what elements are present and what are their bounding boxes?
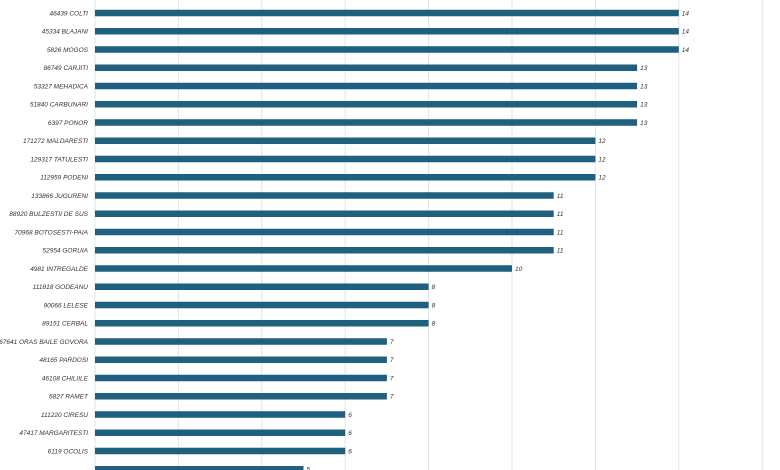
value-label-24: 6 (348, 448, 352, 455)
category-label-3: 86749 CARJITI (44, 65, 89, 72)
value-label-11: 11 (557, 211, 564, 218)
value-labels: 14 14 14 13 13 13 13 12 12 12 11 11 11 11 10 8 8 8 7 7 7 7 6 6 6… (307, 10, 690, 470)
category-label-2: 5826 MOGOS (47, 47, 89, 54)
value-label-17: 8 (432, 321, 436, 328)
category-label-5: 51840 CARBUNARI (30, 102, 88, 109)
bar-10 (95, 192, 554, 199)
value-label-10: 11 (557, 193, 564, 200)
bar-7 (95, 137, 596, 144)
category-label-1: 45334 BLAJANI (42, 29, 88, 36)
bar-0 (95, 9, 679, 17)
category-label-6: 6397 PONOR (48, 120, 88, 127)
value-label-7: 12 (598, 138, 606, 145)
category-label-8: 129317 TATULESTI (30, 156, 88, 163)
bar-12 (95, 228, 554, 236)
category-label-21: 6827 RAMET (49, 394, 89, 401)
category-label-10: 133866 JUGURENI (31, 193, 88, 200)
category-label-11: 88920 BULZESTII DE SUS (9, 211, 88, 218)
value-label-9: 12 (598, 175, 606, 182)
bar-3 (95, 64, 638, 71)
value-label-8: 12 (598, 156, 606, 163)
value-label-13: 11 (557, 248, 564, 255)
bar-15 (95, 283, 429, 290)
category-label-18: 167641 ORAS BAILE GOVORA (0, 339, 88, 346)
bar-8 (95, 155, 596, 163)
category-label-13: 52954 GORUIA (42, 248, 88, 255)
value-label-5: 13 (640, 102, 648, 109)
value-label-15: 8 (432, 284, 436, 291)
category-label-16: 90066 LELESE (44, 302, 89, 309)
bar-23 (95, 429, 346, 436)
value-label-19: 7 (390, 357, 394, 364)
category-label-22: 111220 CIRESU (41, 412, 88, 419)
value-label-6: 13 (640, 120, 648, 127)
bar-14 (95, 265, 512, 272)
category-label-17: 89151 CERBAL (42, 321, 88, 328)
bar-16 (95, 301, 429, 309)
value-label-3: 13 (640, 65, 648, 72)
bar-20 (95, 374, 387, 382)
bar-1 (95, 28, 679, 35)
value-label-4: 13 (640, 83, 648, 90)
bar-13 (95, 247, 554, 254)
bar-5 (95, 101, 638, 108)
bar-17 (95, 320, 429, 327)
category-label-0: 46439 COLTI (49, 10, 88, 17)
bar-18 (95, 338, 387, 345)
bars (95, 9, 679, 470)
bar-4 (95, 82, 638, 90)
category-label-7: 171272 MALDARESTI (23, 138, 88, 145)
value-label-18: 7 (390, 339, 394, 346)
value-label-1: 14 (682, 29, 690, 36)
value-label-20: 7 (390, 375, 394, 382)
category-label-4: 53327 MEHADICA (34, 83, 88, 90)
category-label-12: 70968 BOTOSESTI-PAIA (15, 229, 88, 236)
category-labels: 46439 COLTI 45334 BLAJANI 5826 MOGOS 86749 … (0, 10, 89, 455)
bar-24 (95, 447, 346, 455)
category-label-23: 47417 MARGARITESTI (19, 430, 88, 437)
value-label-0: 14 (682, 10, 690, 17)
bar-19 (95, 356, 387, 363)
bar-11 (95, 210, 554, 217)
category-label-9: 112959 PODENI (40, 175, 88, 182)
bar-6 (95, 119, 638, 126)
value-label-22: 6 (348, 412, 352, 419)
category-label-20: 46108 CHILIILE (42, 375, 89, 382)
bar-22 (95, 411, 346, 418)
bar-9 (95, 174, 596, 181)
value-label-16: 8 (432, 302, 436, 309)
value-label-21: 7 (390, 394, 394, 401)
bar-21 (95, 393, 387, 400)
value-label-23: 6 (348, 430, 352, 437)
value-label-14: 10 (515, 266, 523, 273)
category-label-24: 6119 OCOLIS (48, 448, 89, 455)
category-label-15: 111818 GODEANU (33, 284, 89, 291)
value-label-25: 5 (307, 467, 311, 470)
value-label-2: 14 (682, 47, 690, 54)
value-label-12: 11 (557, 229, 564, 236)
bar-25 (95, 466, 304, 470)
category-label-19: 48165 PARDOSI (39, 357, 88, 364)
bar-2 (95, 46, 679, 53)
category-label-14: 4981 INTREGALDE (30, 266, 88, 273)
